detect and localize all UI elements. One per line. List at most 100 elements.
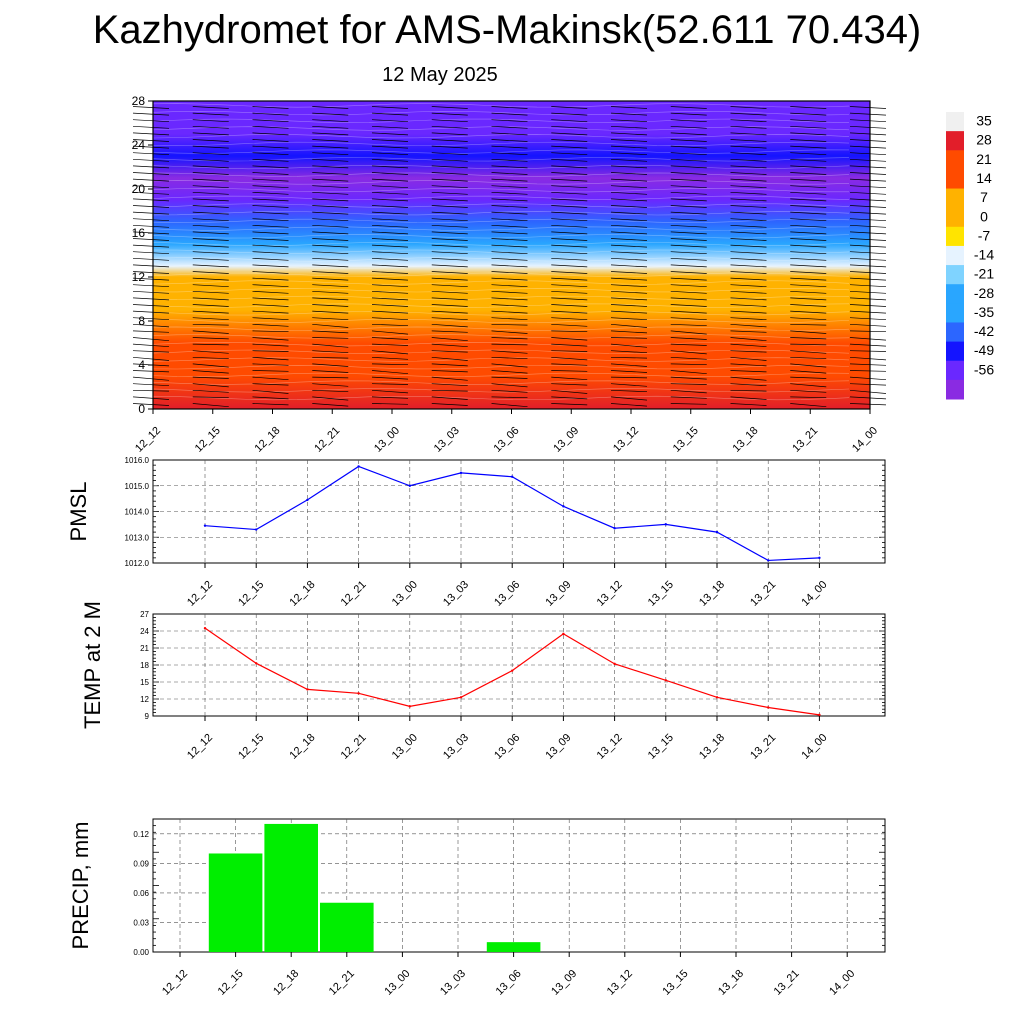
wind-barb	[610, 191, 648, 195]
wind-barb	[670, 191, 707, 195]
data-point	[664, 523, 667, 526]
wind-barb	[491, 251, 528, 255]
wind-barb	[371, 244, 409, 248]
wind-barb	[491, 119, 528, 123]
data-point	[664, 679, 667, 682]
wind-barb	[192, 185, 229, 189]
data-point	[562, 632, 565, 636]
wind-barb	[730, 145, 767, 149]
x-tick-label: 13_12	[595, 732, 625, 762]
colorbar-label: -28	[974, 285, 994, 301]
wind-barb	[312, 158, 349, 162]
wind-barb	[491, 284, 528, 288]
wind-barb	[431, 244, 468, 248]
contour-line	[152, 249, 850, 254]
wind-barb	[790, 218, 827, 222]
wind-barb	[312, 145, 349, 149]
wind-barb	[670, 172, 707, 175]
colorbar-swatch	[946, 303, 964, 323]
wind-barb	[491, 363, 528, 368]
wind-barb	[132, 337, 170, 342]
wind-barb	[491, 257, 528, 261]
contour-line	[152, 149, 850, 154]
wind-barb	[670, 145, 707, 149]
contour-line	[152, 126, 850, 131]
heatmap-x-tick-label: 13_21	[790, 425, 820, 455]
wind-barb	[132, 277, 170, 281]
x-tick-label: 12_18	[287, 579, 317, 609]
wind-barb	[670, 119, 707, 123]
wind-barb	[610, 310, 648, 314]
wind-barb	[252, 244, 289, 248]
wind-barb	[192, 337, 229, 340]
wind-barb	[132, 251, 170, 255]
wind-barb	[730, 363, 767, 367]
wind-barb	[312, 231, 349, 235]
wind-barb	[670, 356, 707, 360]
contour-line	[152, 241, 850, 247]
wind-barb	[491, 178, 528, 182]
wind-barb	[670, 396, 707, 399]
x-tick-label: 13_12	[605, 968, 635, 998]
contour-line	[152, 172, 850, 177]
wind-barb	[730, 198, 767, 202]
wind-barb	[371, 284, 409, 288]
wind-barb	[491, 158, 528, 162]
wind-barb	[849, 290, 887, 294]
wind-barb	[491, 277, 528, 281]
wind-barb	[670, 343, 707, 346]
wind-barb	[551, 323, 588, 327]
wind-barb	[670, 198, 707, 202]
heatmap-x-tick-label: 13_09	[551, 425, 581, 455]
wind-barb	[790, 139, 827, 142]
x-tick-label: 13_00	[382, 968, 412, 998]
wind-barb	[790, 119, 827, 123]
wind-barb	[312, 290, 349, 294]
wind-barb	[312, 337, 349, 339]
data-point	[306, 688, 309, 691]
x-tick-label: 13_15	[646, 732, 676, 762]
wind-barb	[371, 376, 409, 380]
wind-barb	[610, 343, 648, 348]
wind-barb	[312, 277, 349, 281]
wind-barb	[371, 211, 409, 215]
wind-barb	[551, 185, 588, 189]
wind-barb	[132, 224, 170, 228]
wind-barb	[551, 198, 588, 202]
wind-barb	[132, 323, 170, 328]
wind-barb	[252, 396, 289, 400]
wind-barb	[730, 323, 767, 328]
colorbar-label: -21	[974, 266, 994, 282]
wind-barb	[551, 211, 588, 215]
wind-barb	[551, 284, 588, 288]
wind-barb	[312, 152, 349, 156]
wind-barb	[670, 310, 707, 314]
wind-barb	[371, 330, 409, 335]
contour-line	[152, 111, 850, 116]
wind-barb	[730, 330, 767, 333]
wind-barb	[610, 403, 648, 407]
wind-barb	[610, 297, 648, 301]
wind-barb	[252, 403, 289, 406]
wind-barb	[610, 125, 648, 129]
wind-barb	[192, 139, 229, 142]
wind-barb	[551, 403, 588, 406]
wind-barb	[192, 158, 229, 162]
wind-barb	[371, 112, 409, 116]
wind-barb	[551, 363, 588, 366]
wind-barb	[371, 389, 409, 394]
wind-barb	[790, 290, 827, 294]
wind-barb	[610, 172, 648, 175]
wind-barb	[312, 284, 349, 288]
wind-barb	[491, 403, 528, 408]
wind-barb	[670, 211, 707, 215]
contour-line	[152, 395, 850, 401]
wind-barb	[610, 264, 648, 268]
x-tick-label: 13_18	[697, 579, 727, 609]
wind-barb	[790, 271, 827, 274]
wind-barb	[730, 356, 767, 361]
wind-barb	[790, 264, 827, 268]
heatmap-x-tick-label: 13_03	[432, 425, 462, 455]
colorbar-label: -56	[974, 361, 994, 377]
